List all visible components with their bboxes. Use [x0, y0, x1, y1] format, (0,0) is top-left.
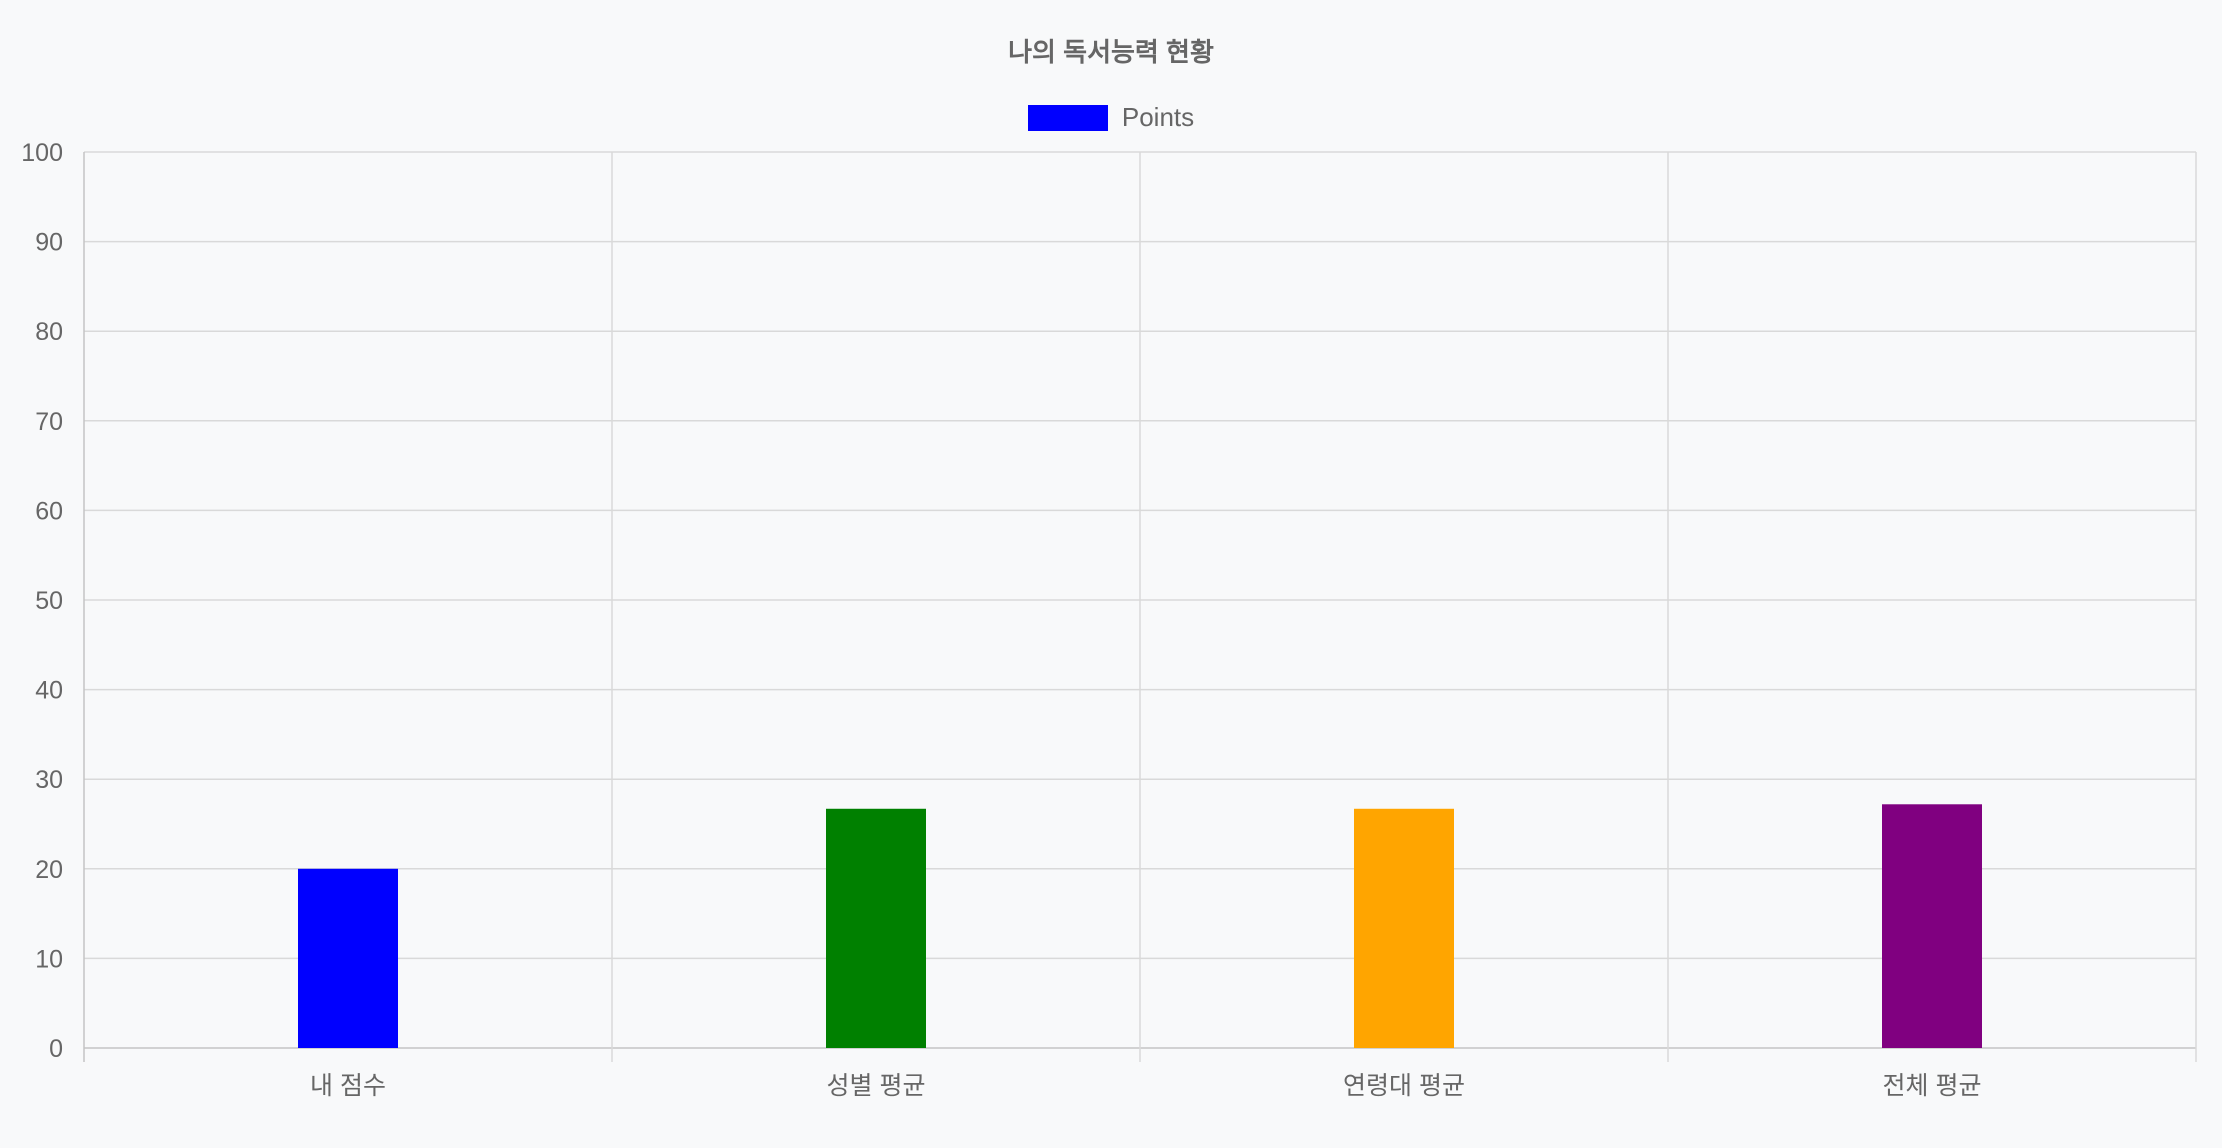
- y-tick-label: 20: [35, 856, 63, 884]
- y-tick-label: 80: [35, 318, 63, 346]
- chart-title: 나의 독서능력 현황: [1008, 37, 1214, 67]
- legend-swatch: [1027, 104, 1108, 131]
- y-tick-label: 100: [21, 139, 63, 167]
- x-tick-label: 연령대 평균: [1343, 1072, 1465, 1100]
- y-tick-label: 50: [35, 587, 63, 615]
- x-tick-label: 성별 평균: [827, 1072, 926, 1100]
- y-tick-label: 10: [35, 945, 63, 973]
- bar: [298, 868, 398, 1048]
- x-tick-label: 내 점수: [310, 1072, 386, 1100]
- y-tick-label: 90: [35, 229, 63, 257]
- bar: [826, 808, 926, 1048]
- legend[interactable]: Points: [0, 102, 2222, 133]
- x-tick-label: 전체 평균: [1883, 1072, 1982, 1100]
- y-tick-label: 70: [35, 408, 63, 436]
- bar: [1354, 808, 1454, 1048]
- y-tick-label: 30: [35, 766, 63, 794]
- y-tick-label: 0: [49, 1035, 63, 1063]
- bar: [1882, 804, 1982, 1048]
- y-tick-label: 40: [35, 677, 63, 705]
- y-tick-label: 60: [35, 497, 63, 525]
- legend-label: Points: [1121, 102, 1195, 132]
